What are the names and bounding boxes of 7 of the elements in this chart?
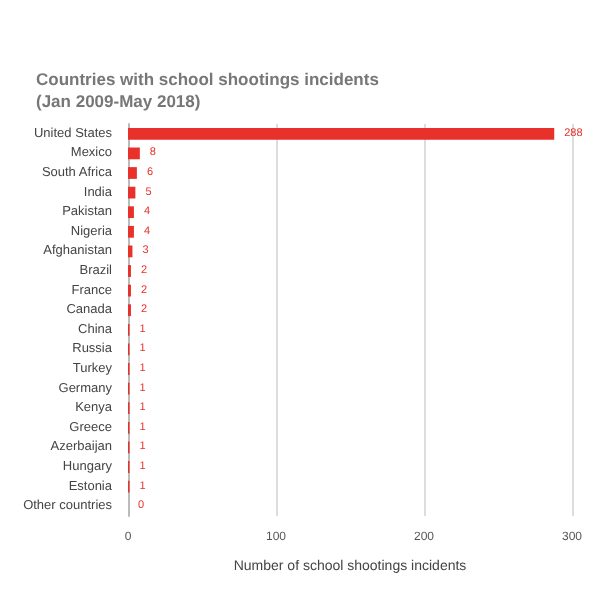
bar xyxy=(128,167,137,179)
bar xyxy=(128,225,134,238)
chart-title: Countries with school shootings incidents xyxy=(36,69,380,89)
bar xyxy=(128,147,140,160)
chart-subtitle: (Jan 2009-May 2018) xyxy=(36,91,201,111)
bar xyxy=(128,127,555,140)
bar xyxy=(128,206,134,219)
